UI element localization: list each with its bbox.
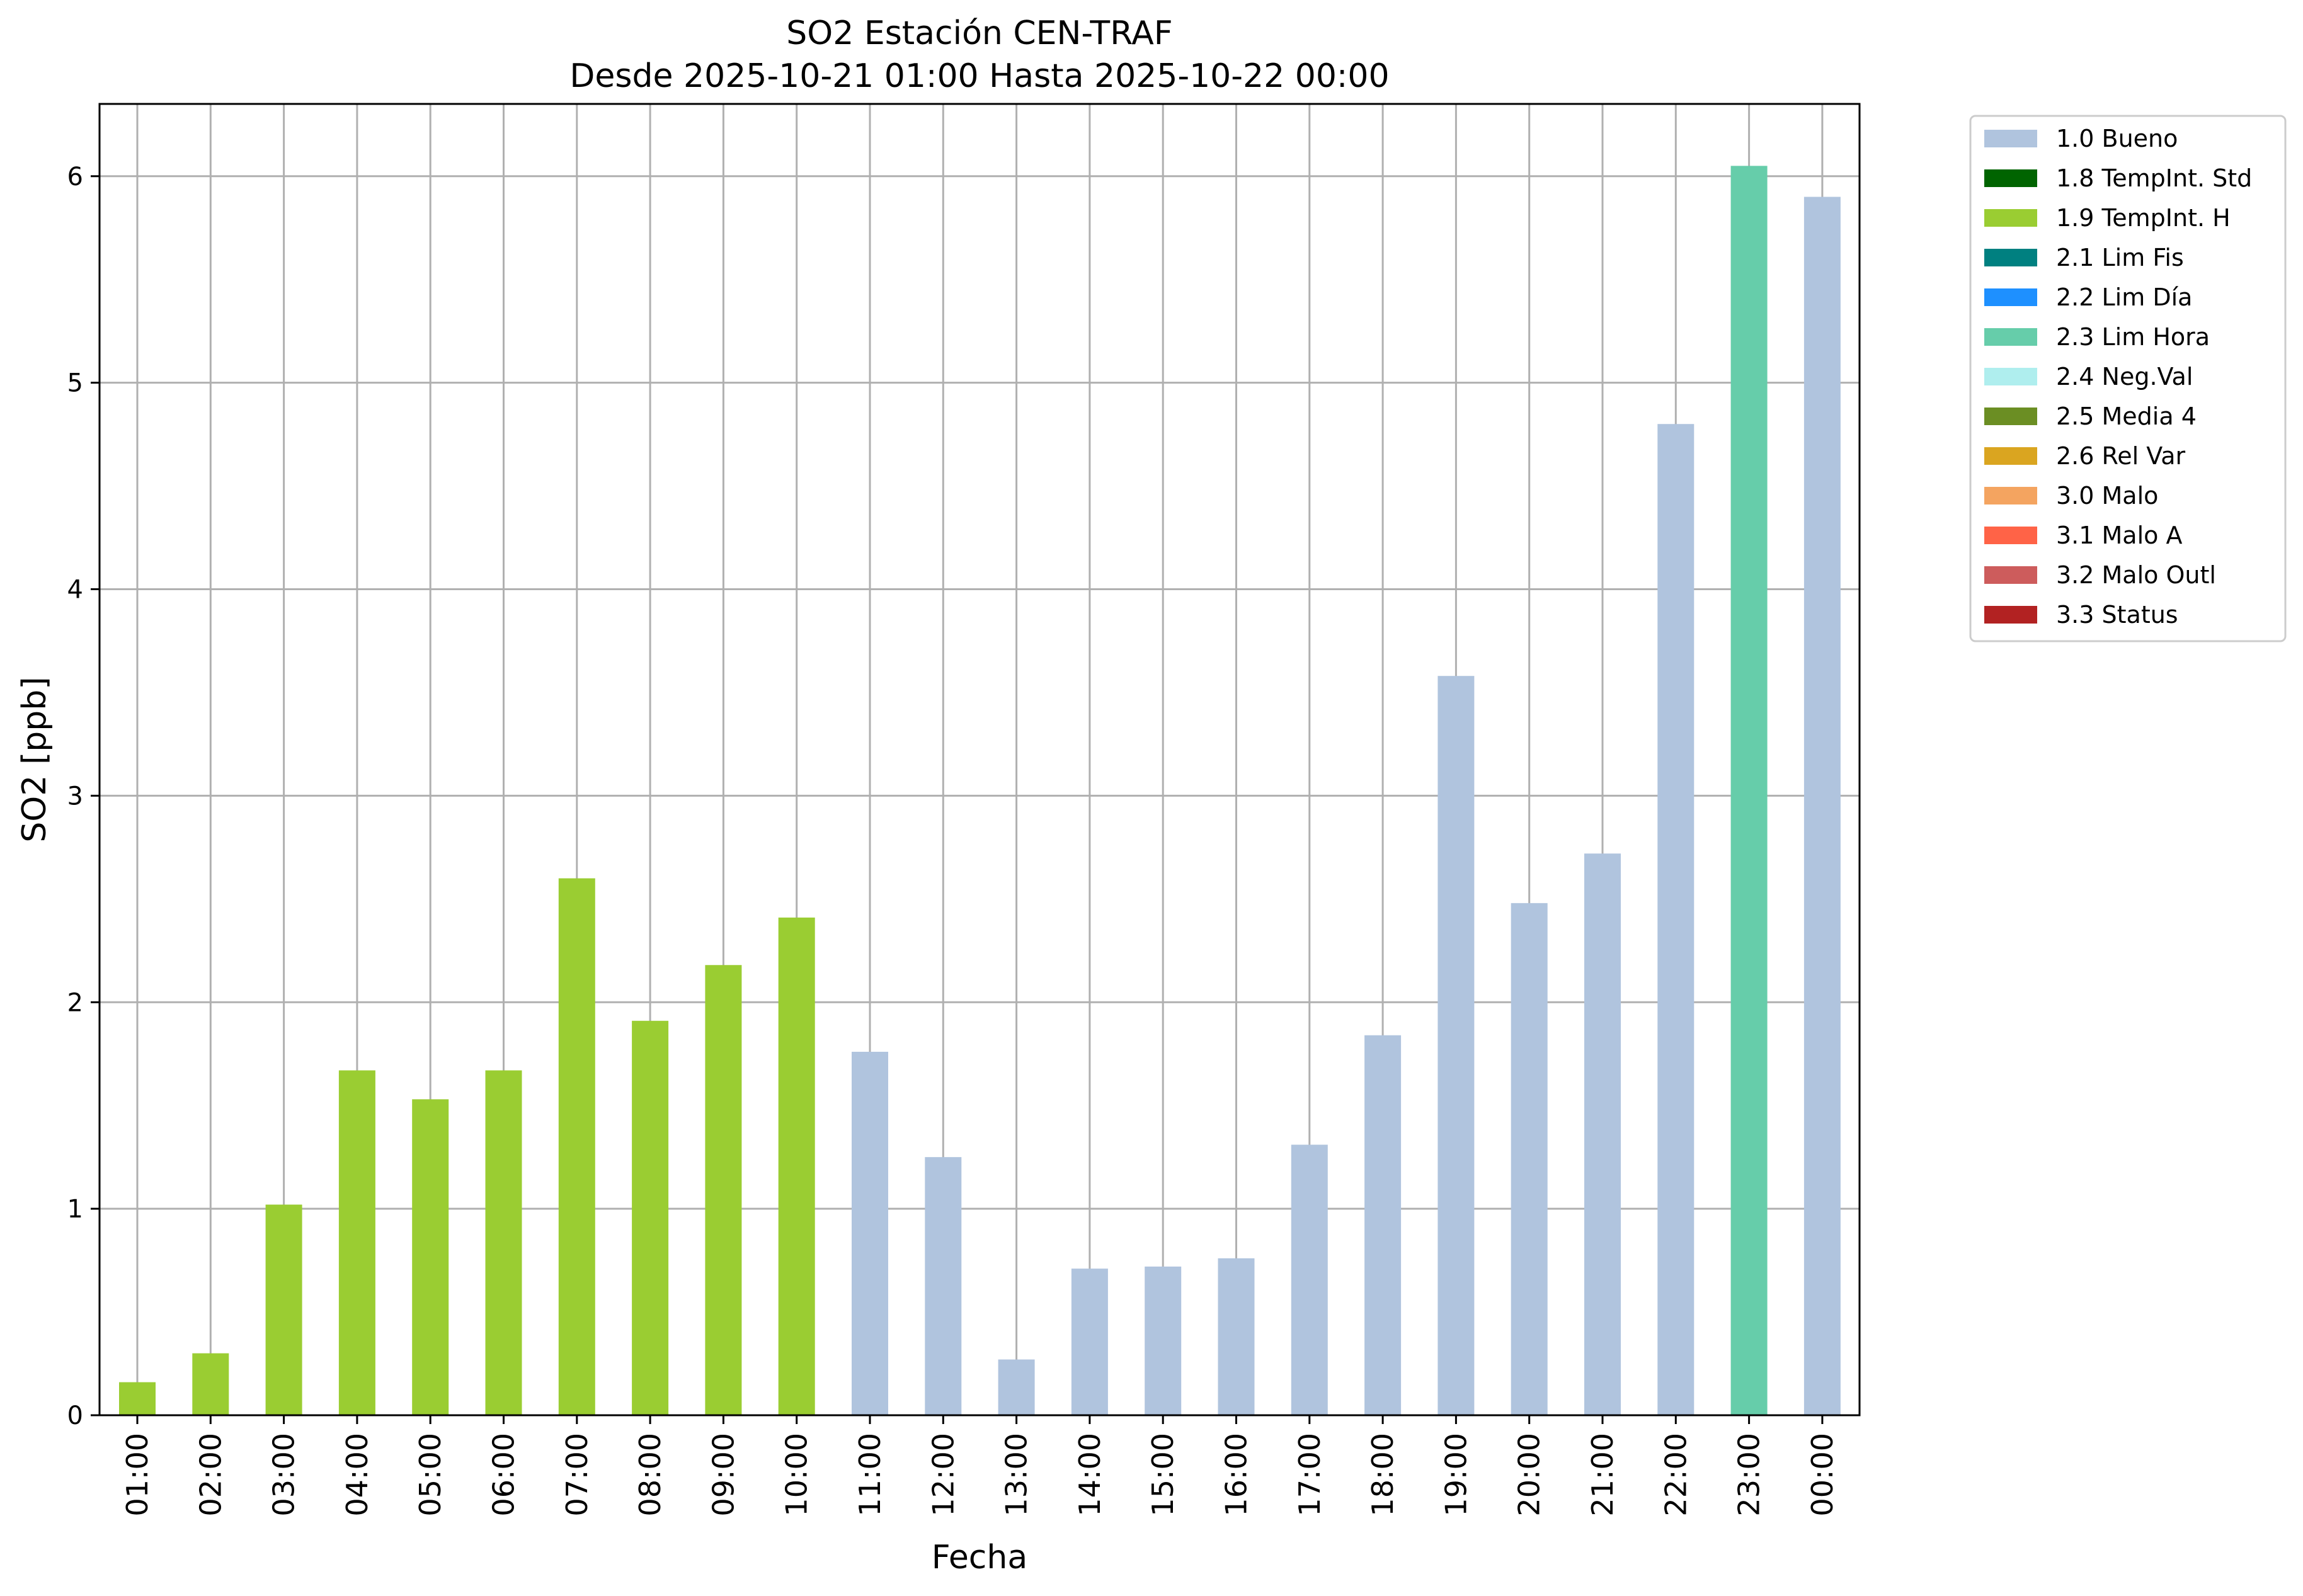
legend-label: 1.8 TempInt. Std bbox=[2056, 164, 2252, 192]
x-tick-label: 16:00 bbox=[1220, 1433, 1254, 1517]
bar-1900 bbox=[1437, 676, 1475, 1415]
bar-0100 bbox=[119, 1382, 156, 1415]
legend-swatch bbox=[1984, 328, 2037, 346]
bar-0000 bbox=[1803, 197, 1841, 1415]
bar-2300 bbox=[1730, 166, 1768, 1416]
bar-1600 bbox=[1218, 1258, 1255, 1415]
x-tick-label: 13:00 bbox=[1000, 1433, 1034, 1517]
legend-label: 2.5 Media 4 bbox=[2056, 402, 2197, 430]
x-tick-label: 18:00 bbox=[1366, 1433, 1400, 1517]
legend-label: 3.3 Status bbox=[2056, 601, 2178, 629]
legend-label: 3.0 Malo bbox=[2056, 482, 2158, 510]
bar-1000 bbox=[778, 917, 815, 1415]
x-tick-label: 11:00 bbox=[853, 1433, 887, 1517]
bar-2000 bbox=[1511, 903, 1548, 1415]
legend-swatch bbox=[1984, 249, 2037, 266]
bar-0500 bbox=[412, 1099, 449, 1415]
bar-2100 bbox=[1584, 853, 1621, 1415]
x-tick-label: 02:00 bbox=[193, 1433, 227, 1517]
legend-swatch bbox=[1984, 447, 2037, 465]
y-axis-label: SO2 [ppb] bbox=[16, 676, 54, 842]
x-tick-label: 03:00 bbox=[267, 1433, 301, 1517]
x-tick-label: 04:00 bbox=[340, 1433, 374, 1517]
x-tick-label: 19:00 bbox=[1439, 1433, 1473, 1517]
bar-0900 bbox=[705, 965, 742, 1415]
x-tick-label: 23:00 bbox=[1732, 1433, 1766, 1517]
legend-label: 1.9 TempInt. H bbox=[2056, 204, 2231, 232]
legend-label: 2.3 Lim Hora bbox=[2056, 323, 2210, 351]
x-tick-label: 00:00 bbox=[1805, 1433, 1839, 1517]
x-axis-ticks: 01:00 02:00 03:00 04:00 05:00 06:00 07:00 08:00… bbox=[120, 1415, 1839, 1517]
legend-label: 2.1 Lim Fis bbox=[2056, 244, 2184, 271]
legend-swatch bbox=[1984, 487, 2037, 504]
bar-0700 bbox=[558, 878, 595, 1415]
x-tick-label: 14:00 bbox=[1073, 1433, 1107, 1517]
legend-swatch bbox=[1984, 288, 2037, 306]
x-tick-label: 08:00 bbox=[633, 1433, 667, 1517]
bar-1800 bbox=[1364, 1035, 1402, 1415]
legend-swatch bbox=[1984, 209, 2037, 227]
legend-swatch bbox=[1984, 408, 2037, 425]
legend-frame bbox=[1969, 115, 2287, 642]
legend-swatch bbox=[1984, 368, 2037, 385]
x-tick-label: 12:00 bbox=[926, 1433, 960, 1517]
bar-0400 bbox=[338, 1070, 375, 1415]
legend-swatch bbox=[1984, 566, 2037, 584]
x-tick-label: 07:00 bbox=[560, 1433, 594, 1517]
legend-swatch bbox=[1984, 606, 2037, 624]
bar-1200 bbox=[925, 1157, 962, 1415]
x-tick-label: 06:00 bbox=[487, 1433, 521, 1517]
x-tick-label: 10:00 bbox=[780, 1433, 814, 1517]
x-tick-label: 01:00 bbox=[120, 1433, 154, 1517]
bar-1400 bbox=[1071, 1268, 1108, 1415]
y-tick-label: 2 bbox=[67, 988, 83, 1017]
legend-label: 1.0 Bueno bbox=[2056, 125, 2178, 152]
bar-0300 bbox=[265, 1204, 302, 1415]
chart-subtitle: Desde 2025-10-21 01:00 Hasta 2025-10-22 … bbox=[569, 57, 1389, 95]
chart-title: SO2 Estación CEN-TRAF bbox=[786, 14, 1172, 52]
legend-label: 2.4 Neg.Val bbox=[2056, 363, 2193, 390]
y-tick-label: 6 bbox=[67, 162, 83, 191]
y-axis-ticks: 0 1 2 3 4 5 6 bbox=[67, 162, 100, 1430]
legend-swatch bbox=[1984, 130, 2037, 147]
legend-label: 3.2 Malo Outl bbox=[2056, 561, 2216, 589]
legend-label: 2.2 Lim Día bbox=[2056, 283, 2192, 311]
bar-0200 bbox=[192, 1353, 229, 1415]
x-tick-label: 05:00 bbox=[413, 1433, 447, 1517]
legend-label: 3.1 Malo A bbox=[2056, 522, 2182, 549]
plot-area-frame bbox=[98, 103, 1861, 1416]
x-tick-label: 15:00 bbox=[1146, 1433, 1180, 1517]
x-tick-label: 17:00 bbox=[1293, 1433, 1327, 1517]
x-tick-label: 21:00 bbox=[1586, 1433, 1620, 1517]
bars bbox=[119, 166, 1841, 1416]
y-tick-label: 1 bbox=[67, 1195, 83, 1224]
legend: 1.0 Bueno 1.8 TempInt. Std 1.9 TempInt. H 2… bbox=[1969, 115, 2287, 642]
y-tick-label: 0 bbox=[67, 1401, 83, 1430]
y-tick-label: 3 bbox=[67, 782, 83, 811]
bar-1700 bbox=[1291, 1144, 1328, 1415]
bar-0800 bbox=[632, 1020, 669, 1415]
x-tick-label: 09:00 bbox=[706, 1433, 740, 1517]
bar-0600 bbox=[485, 1070, 522, 1415]
bar-2200 bbox=[1657, 424, 1694, 1415]
y-tick-label: 5 bbox=[67, 369, 83, 398]
bar-1500 bbox=[1145, 1266, 1182, 1415]
x-tick-label: 20:00 bbox=[1512, 1433, 1546, 1517]
legend-swatch bbox=[1984, 527, 2037, 544]
y-tick-label: 4 bbox=[67, 576, 83, 605]
bar-1100 bbox=[852, 1051, 888, 1415]
legend-swatch bbox=[1984, 169, 2037, 187]
x-tick-label: 22:00 bbox=[1659, 1433, 1693, 1517]
x-axis-label: Fecha bbox=[932, 1539, 1027, 1576]
legend-label: 2.6 Rel Var bbox=[2056, 442, 2186, 470]
bar-1300 bbox=[998, 1359, 1035, 1415]
